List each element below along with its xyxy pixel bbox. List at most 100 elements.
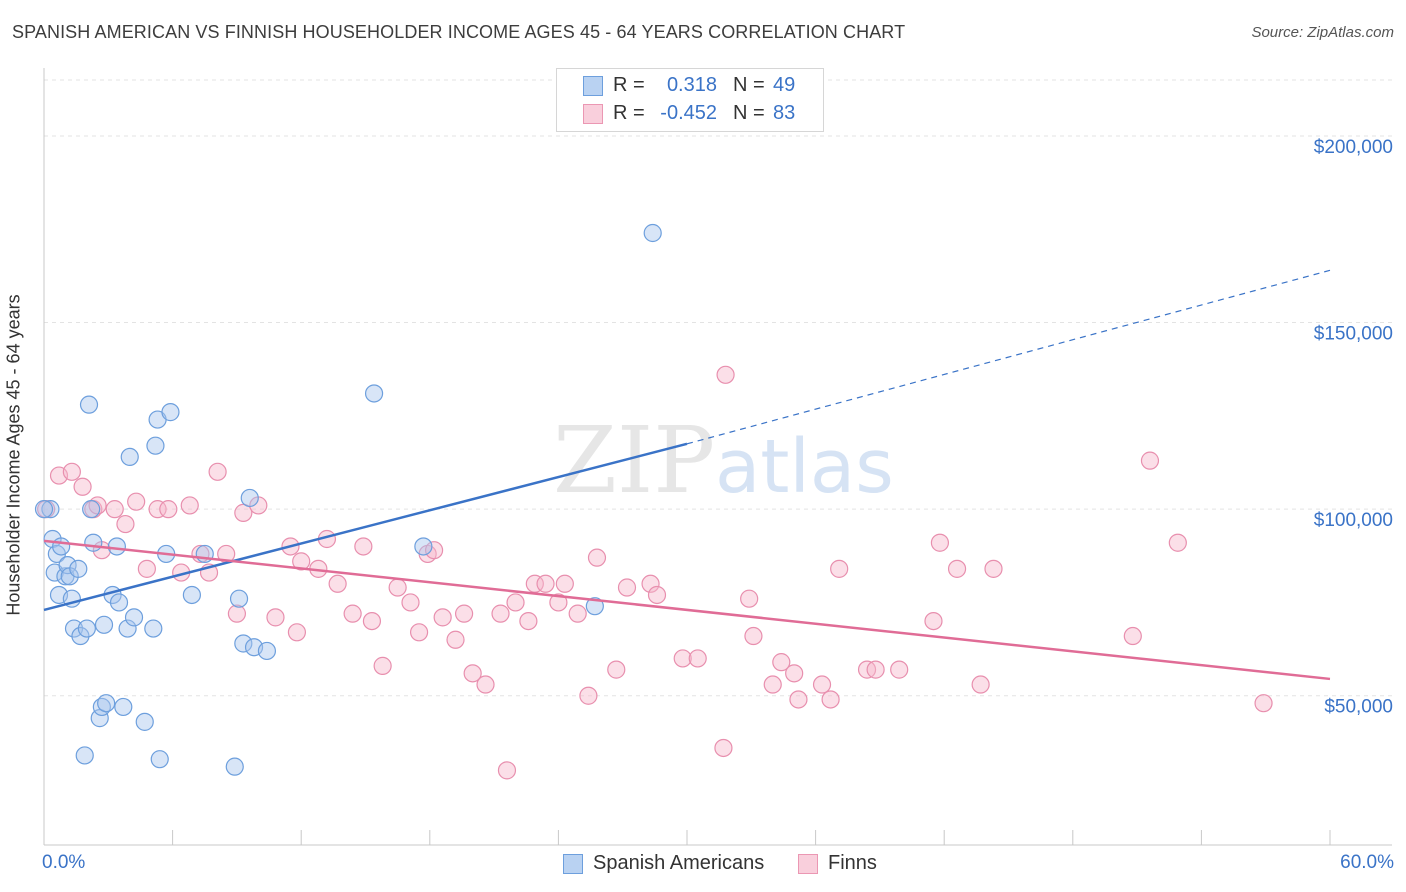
data-point	[137, 559, 156, 578]
data-point	[150, 750, 169, 769]
data-point	[555, 574, 574, 593]
data-point	[225, 757, 244, 776]
legend-r-value: 0.318	[666, 74, 717, 96]
watermark: ZIP atlas	[553, 407, 894, 514]
trend-lines	[43, 269, 1331, 681]
data-point	[105, 500, 124, 519]
y-tick-label: $200,000	[1314, 137, 1393, 158]
data-point	[84, 533, 103, 552]
y-tick-label: $100,000	[1314, 510, 1393, 531]
correlation-legend: R = 0.318 N = 49 R = -0.452 N = 83	[556, 68, 824, 132]
source-label: Source: ZipAtlas.com	[1251, 24, 1394, 41]
data-point	[292, 552, 311, 571]
data-point	[1140, 451, 1160, 470]
legend-swatch-blue	[583, 76, 603, 96]
data-point	[77, 619, 96, 638]
data-point	[772, 653, 791, 672]
data-point	[75, 746, 94, 765]
data-point	[890, 660, 909, 679]
data-point	[354, 537, 373, 556]
data-point	[549, 593, 568, 612]
data-point	[364, 384, 384, 403]
data-point	[64, 619, 84, 638]
data-point	[617, 578, 637, 597]
data-point	[585, 597, 604, 616]
data-point	[716, 365, 735, 384]
data-point	[506, 593, 525, 612]
data-point	[52, 537, 71, 556]
data-point	[924, 611, 943, 631]
data-point	[109, 593, 129, 612]
trend-line-spanish-extension	[686, 269, 1331, 445]
data-point	[208, 462, 227, 481]
data-point	[821, 690, 840, 709]
data-point	[240, 488, 259, 508]
data-point	[830, 559, 849, 578]
data-point	[79, 395, 99, 414]
chart-title: SPANISH AMERICAN VS FINNISH HOUSEHOLDER …	[12, 22, 906, 42]
data-point	[328, 574, 347, 593]
data-point	[118, 619, 137, 638]
axes	[43, 68, 1392, 846]
y-tick-labels: $50,000 $100,000 $150,000 $200,000	[1314, 137, 1393, 718]
data-point	[73, 477, 92, 496]
data-point	[491, 604, 510, 623]
data-point	[643, 223, 662, 243]
bottom-legend-swatch-pink	[798, 854, 818, 874]
series-spanish-americans	[34, 223, 662, 776]
data-point	[414, 537, 433, 556]
bottom-legend-label: Finns	[828, 852, 877, 874]
data-point	[114, 697, 133, 717]
y-tick-label: $150,000	[1314, 324, 1393, 345]
legend-r-value: -0.452	[660, 102, 717, 124]
data-point	[789, 690, 808, 709]
data-point	[673, 649, 692, 668]
data-point	[984, 559, 1003, 578]
data-point	[257, 641, 277, 661]
data-point	[424, 541, 444, 560]
data-point	[740, 589, 759, 608]
trend-line-spanish	[43, 442, 688, 612]
data-point	[144, 619, 163, 638]
legend-r-label: R =	[613, 74, 645, 96]
data-point	[536, 574, 555, 593]
data-point	[401, 593, 420, 612]
data-point	[287, 623, 307, 642]
data-point	[433, 608, 452, 627]
data-point	[579, 686, 598, 705]
legend-n-value: 83	[773, 102, 796, 124]
data-point	[120, 447, 139, 467]
data-point	[525, 574, 544, 593]
legend-r-label: R =	[613, 102, 645, 124]
data-point	[463, 664, 482, 683]
data-point	[266, 608, 285, 627]
data-point	[97, 694, 116, 713]
data-point	[71, 626, 90, 646]
data-point	[476, 675, 495, 694]
data-point	[744, 626, 763, 646]
data-point	[454, 604, 474, 623]
data-point	[148, 500, 167, 519]
data-point	[94, 615, 114, 634]
data-point	[159, 500, 178, 519]
data-point	[587, 548, 607, 567]
data-point	[82, 500, 101, 519]
bottom-legend-label: Spanish Americans	[593, 852, 765, 874]
bottom-legend-swatch-blue	[563, 854, 583, 874]
legend-n-label: N =	[733, 102, 765, 124]
data-point	[34, 500, 54, 519]
x-tick-max: 60.0%	[1340, 852, 1394, 873]
data-point	[62, 462, 81, 481]
data-point	[229, 589, 249, 608]
data-point	[388, 578, 407, 597]
data-point	[1168, 533, 1187, 552]
data-point	[930, 533, 950, 552]
data-point	[971, 675, 990, 694]
data-point	[124, 608, 144, 627]
data-point	[647, 585, 667, 605]
legend-swatch-pink	[583, 104, 603, 124]
data-point	[763, 675, 782, 694]
watermark-zip: ZIP	[553, 407, 715, 514]
data-point	[866, 660, 885, 679]
